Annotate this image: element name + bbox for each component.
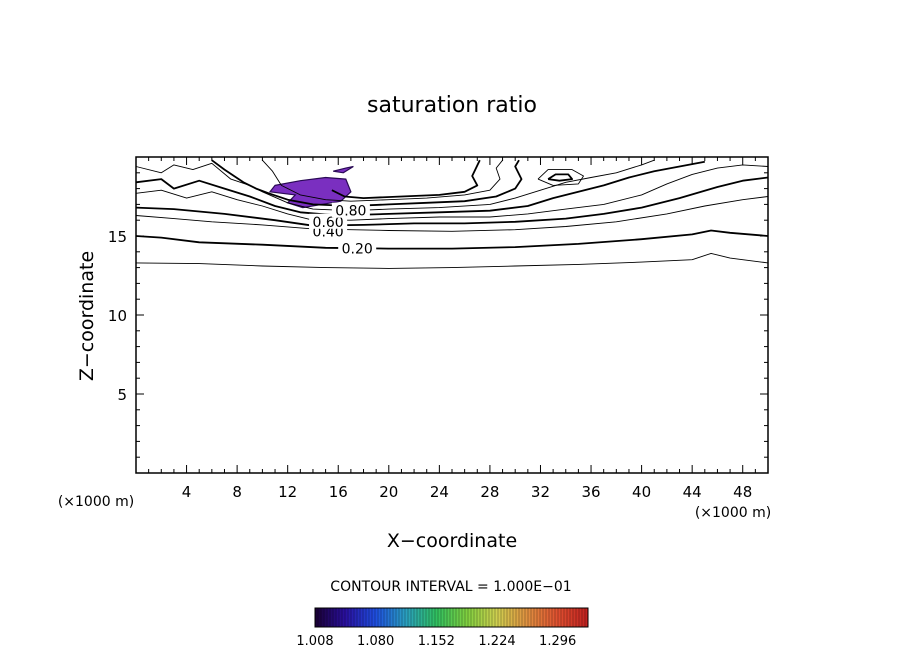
axis-ticks <box>136 157 768 473</box>
contour-label-bg-0 <box>338 240 377 256</box>
colorbar-frame <box>314 607 589 628</box>
colorbar: 1.008 1.080 1.152 1.224 1.296 <box>296 607 589 649</box>
contour-interval-text: CONTOUR INTERVAL = 1.000E−01 <box>330 579 571 595</box>
colorbar-tick-label-3: 1.224 <box>478 634 515 649</box>
contour-line-8 <box>262 159 503 202</box>
contour-line-10 <box>547 173 573 182</box>
contour-label-2: 0.60 <box>313 215 344 231</box>
contour-line-9 <box>331 159 481 200</box>
x-tick-label-32: 32 <box>531 483 550 501</box>
x-tick-label-4: 4 <box>182 483 192 501</box>
y-tick-label-15: 15 <box>108 228 127 246</box>
x-tick-label-44: 44 <box>683 483 702 501</box>
y-tick-label-5: 5 <box>117 386 127 404</box>
x-tick-label-28: 28 <box>480 483 499 501</box>
y-axis-label: Z−coordinate <box>76 251 98 381</box>
colorbar-gradient <box>315 608 588 627</box>
y-tick-labels: 5 10 15 <box>108 228 127 404</box>
colorbar-tick-label-4: 1.296 <box>539 634 576 649</box>
x-tick-labels: 4 8 12 16 20 24 28 32 36 40 44 48 <box>182 483 752 501</box>
contour-line-0 <box>135 252 769 269</box>
x-tick-label-40: 40 <box>632 483 651 501</box>
plot-area: 0.200.400.600.80 <box>135 156 769 474</box>
contour-line-2 <box>135 196 769 232</box>
x-tick-label-24: 24 <box>430 483 449 501</box>
y-tick-label-10: 10 <box>108 307 127 325</box>
colorbar-tick-label-0: 1.008 <box>296 634 333 649</box>
contour-label-3: 0.80 <box>335 204 366 220</box>
x-tick-label-48: 48 <box>733 483 752 501</box>
contour-line-11 <box>537 169 584 186</box>
colorbar-tick-labels: 1.008 1.080 1.152 1.224 1.296 <box>296 634 576 649</box>
colorbar-tick-label-1: 1.080 <box>357 634 394 649</box>
contour-lines <box>135 159 769 269</box>
supersaturated-regions <box>268 165 354 209</box>
plot-frame <box>135 156 769 474</box>
colorbar-stripes <box>317 608 586 627</box>
contour-line-3 <box>135 176 769 227</box>
contour-label-0: 0.20 <box>342 242 373 258</box>
contour-line-5 <box>135 160 705 217</box>
chart-title: saturation ratio <box>367 93 537 118</box>
colorbar-tick-label-2: 1.152 <box>418 634 455 649</box>
x-tick-label-8: 8 <box>232 483 242 501</box>
contour-label-bg-3 <box>331 202 370 218</box>
x-unit-label-right: (×1000 m) <box>695 505 771 521</box>
contour-line-4 <box>135 164 769 221</box>
contour-labels: 0.200.400.600.80 <box>309 202 377 258</box>
x-tick-label-36: 36 <box>581 483 600 501</box>
x-tick-label-12: 12 <box>278 483 297 501</box>
x-unit-label-left: (×1000 m) <box>58 494 134 510</box>
x-axis-label: X−coordinate <box>387 530 517 552</box>
supersaturated-region-1 <box>333 165 354 174</box>
x-tick-label-16: 16 <box>329 483 348 501</box>
x-tick-label-20: 20 <box>379 483 398 501</box>
contour-line-1 <box>135 229 769 250</box>
